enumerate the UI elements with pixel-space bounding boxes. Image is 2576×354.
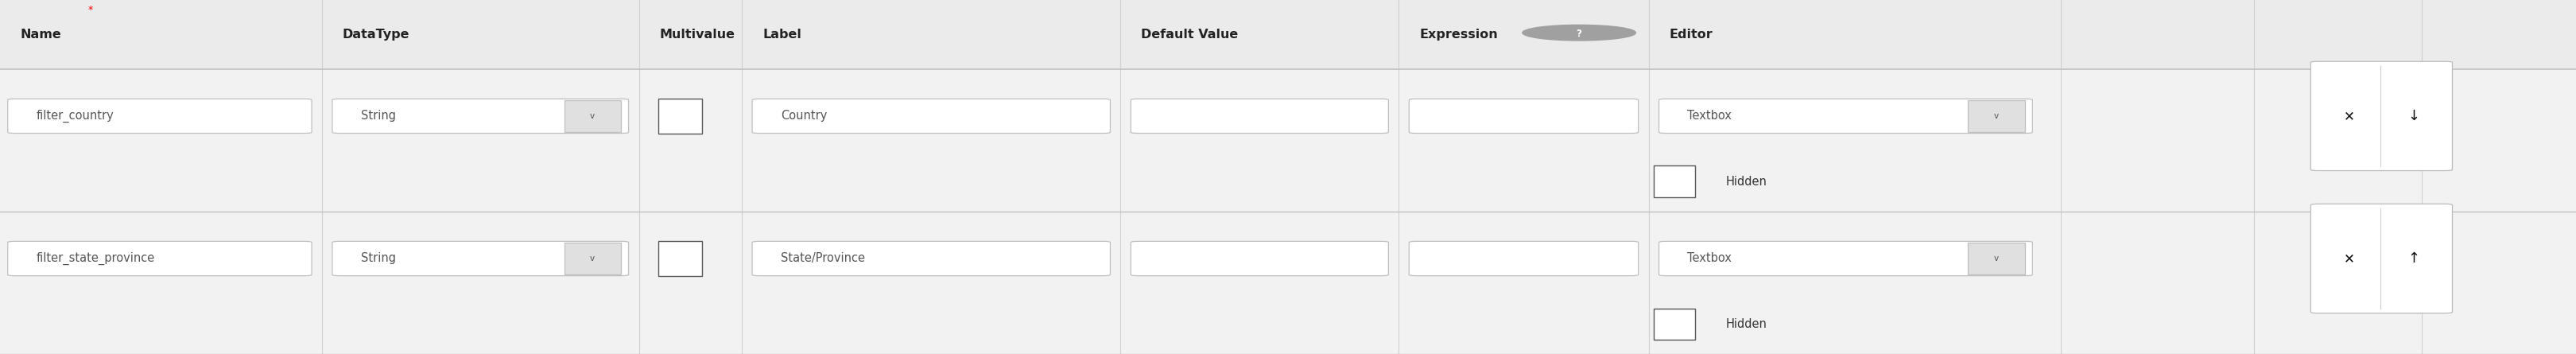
Text: ↑: ↑ [2409,251,2419,266]
Text: Default Value: Default Value [1141,29,1239,40]
Bar [564,242,621,275]
Text: Textbox: Textbox [1687,110,1731,122]
Text: ↓: ↓ [2409,109,2419,123]
FancyBboxPatch shape [8,241,312,276]
Text: v: v [1994,112,1999,120]
Bar [0,69,2576,212]
Text: v: v [1994,255,1999,263]
Text: Expression: Expression [1419,29,1497,40]
Bar [1968,100,2025,132]
Bar [0,0,2576,69]
FancyBboxPatch shape [1131,241,1388,276]
Text: v: v [590,112,595,120]
FancyBboxPatch shape [752,99,1110,133]
FancyBboxPatch shape [8,99,312,133]
FancyBboxPatch shape [2311,62,2452,171]
Text: Textbox: Textbox [1687,252,1731,264]
FancyBboxPatch shape [332,241,629,276]
Text: ?: ? [1577,28,1582,39]
Text: Multivalue: Multivalue [659,29,734,40]
Text: ✕: ✕ [2344,251,2354,266]
Text: v: v [590,255,595,263]
FancyBboxPatch shape [1409,241,1638,276]
Text: Hidden: Hidden [1726,318,1767,330]
Text: Label: Label [762,29,801,40]
FancyBboxPatch shape [1659,99,2032,133]
Bar [1968,242,2025,275]
Text: DataType: DataType [343,29,410,40]
Text: Hidden: Hidden [1726,176,1767,188]
Text: *: * [88,5,93,15]
Text: State/Province: State/Province [781,252,866,264]
Bar [564,100,621,132]
Bar [0,212,2576,354]
FancyBboxPatch shape [752,241,1110,276]
Text: String: String [361,110,397,122]
Text: Editor: Editor [1669,29,1713,40]
Text: Name: Name [21,29,62,40]
FancyBboxPatch shape [1659,241,2032,276]
Text: Country: Country [781,110,827,122]
FancyBboxPatch shape [1654,166,1695,197]
Text: ✕: ✕ [2344,109,2354,123]
Text: String: String [361,252,397,264]
Text: filter_state_province: filter_state_province [36,252,155,265]
Text: filter_country: filter_country [36,110,113,122]
FancyBboxPatch shape [659,241,701,276]
FancyBboxPatch shape [1409,99,1638,133]
FancyBboxPatch shape [1654,308,1695,340]
FancyBboxPatch shape [332,99,629,133]
FancyBboxPatch shape [1131,99,1388,133]
Circle shape [1522,25,1636,41]
FancyBboxPatch shape [659,98,701,133]
FancyBboxPatch shape [2311,204,2452,313]
